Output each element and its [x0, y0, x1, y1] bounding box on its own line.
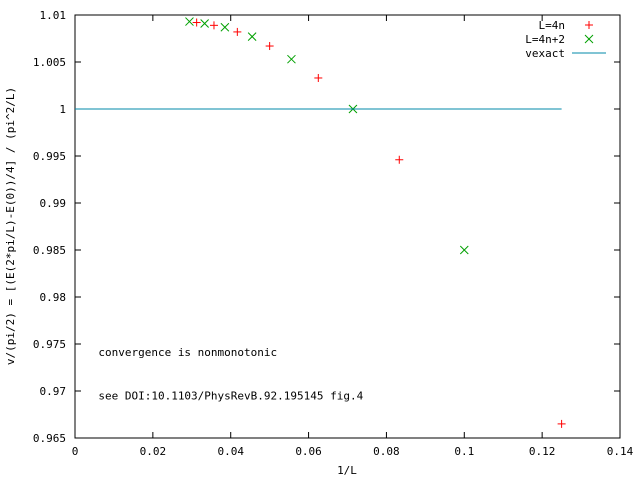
y-axis-label: v/(pi/2) = [(E(2*pi/L)-E(0))/4] / (pi^2/…	[4, 87, 17, 365]
x-tick-labels: 0 0.02 0.04 0.06 0.08 0.1 0.12 0.14	[72, 445, 634, 458]
data-point	[287, 54, 296, 64]
y-tick-label: 0.985	[33, 244, 66, 257]
x-tick-label: 0.06	[295, 445, 322, 458]
annotations: convergence is nonmonotonic see DOI:10.11…	[98, 346, 363, 402]
y-tick-label: 0.995	[33, 150, 66, 163]
plot-frame	[74, 14, 621, 439]
data-point	[200, 19, 209, 28]
legend-swatch	[584, 34, 594, 44]
legend-label: vexact	[525, 47, 565, 60]
tick-marks	[74, 14, 621, 439]
x-tick-label: 0.04	[217, 445, 244, 458]
data-point	[192, 18, 201, 27]
data-point	[185, 17, 194, 26]
data-point	[557, 419, 566, 428]
x-axis-label: 1/L	[337, 464, 357, 477]
data-point	[247, 32, 257, 41]
series-layer	[75, 17, 566, 428]
data-point	[265, 42, 274, 51]
data-point	[220, 22, 230, 32]
legend-label: L=4n	[539, 19, 566, 32]
x-tick-label: 0.12	[529, 445, 556, 458]
x-tick-label: 0.14	[607, 445, 634, 458]
x-tick-label: 0	[72, 445, 79, 458]
y-tick-label: 0.98	[40, 291, 67, 304]
y-tick-label: 0.97	[40, 385, 67, 398]
x-tick-label: 0.02	[140, 445, 167, 458]
data-point	[233, 27, 242, 36]
legend-label: L=4n+2	[525, 33, 565, 46]
y-tick-label: 1	[59, 103, 66, 116]
data-point	[395, 155, 404, 164]
data-point	[209, 21, 218, 30]
y-tick-label: 1.01	[40, 9, 67, 22]
y-tick-label: 1.005	[33, 56, 66, 69]
y-tick-label: 0.965	[33, 432, 66, 445]
annotation: convergence is nonmonotonic	[98, 346, 277, 359]
data-point	[459, 245, 469, 255]
x-tick-label: 0.1	[454, 445, 474, 458]
legend-swatch	[585, 21, 593, 29]
y-tick-label: 0.975	[33, 338, 66, 351]
data-point	[314, 73, 323, 82]
annotation: see DOI:10.1103/PhysRevB.92.195145 fig.4	[98, 389, 363, 402]
x-tick-label: 0.08	[373, 445, 400, 458]
y-tick-labels: 0.965 0.97 0.975 0.98 0.985 0.99 0.995 1 1.005 1.…	[33, 9, 66, 445]
y-tick-label: 0.99	[40, 197, 67, 210]
